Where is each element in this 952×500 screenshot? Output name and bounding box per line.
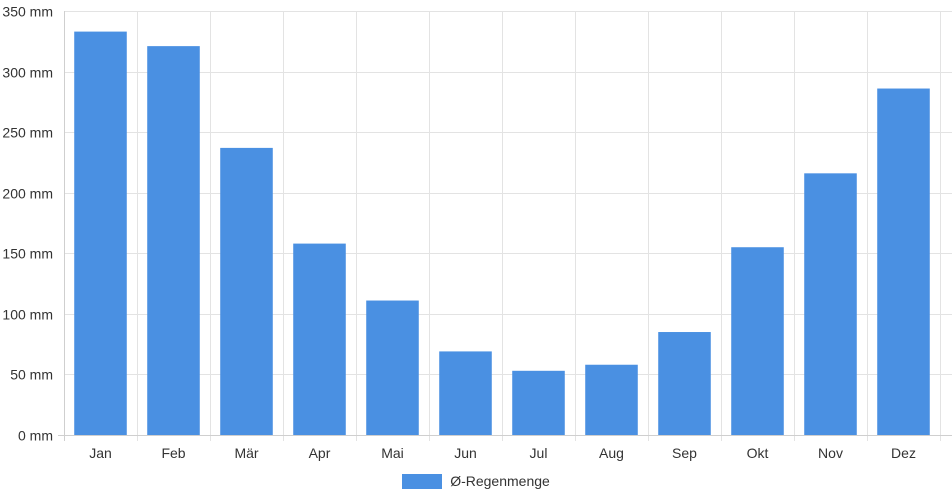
x-tick-label: Jun — [454, 445, 477, 461]
x-tick-label: Okt — [747, 445, 769, 461]
bar-nov[interactable] — [804, 173, 857, 435]
x-tick-label: Dez — [891, 445, 916, 461]
y-tick-label: 250 mm — [2, 125, 53, 141]
bar-mär[interactable] — [220, 147, 273, 436]
y-tick-labels: 0 mm 50 mm 100 mm 150 mm 200 mm 250 mm 300 mm 3… — [2, 4, 53, 444]
bar-okt[interactable] — [731, 247, 784, 435]
bar-mai[interactable] — [366, 300, 419, 435]
x-tick-label: Jan — [89, 445, 112, 461]
y-tick-label: 350 mm — [2, 4, 53, 20]
bar-jul[interactable] — [512, 370, 565, 435]
legend-swatch — [402, 473, 443, 489]
bar-feb[interactable] — [147, 46, 200, 435]
x-tick-label: Feb — [161, 445, 185, 461]
axes — [58, 11, 952, 441]
legend-label: Ø-Regenmenge — [450, 473, 550, 489]
y-tick-label: 0 mm — [18, 428, 53, 444]
x-tick-label: Nov — [818, 445, 843, 461]
bar-sep[interactable] — [658, 332, 711, 435]
x-tick-label: Mai — [381, 445, 404, 461]
y-tick-label: 50 mm — [10, 367, 53, 383]
legend[interactable]: Ø-Regenmenge — [0, 473, 952, 489]
x-tick-label: Aug — [599, 445, 624, 461]
y-tick-label: 300 mm — [2, 65, 53, 81]
grid-lines — [64, 11, 952, 441]
bar-aug[interactable] — [585, 364, 638, 435]
x-tick-label: Sep — [672, 445, 697, 461]
bar-series — [74, 31, 930, 436]
bar-jan[interactable] — [74, 31, 127, 435]
bar-jun[interactable] — [439, 351, 492, 435]
y-tick-label: 200 mm — [2, 186, 53, 202]
bar-dez[interactable] — [877, 88, 930, 435]
x-tick-label: Jul — [530, 445, 548, 461]
x-tick-labels: Jan Feb Mär Apr Mai Jun Jul Aug Sep Okt Nov Dez — [89, 445, 916, 461]
y-tick-label: 100 mm — [2, 307, 53, 323]
x-tick-label: Apr — [309, 445, 331, 461]
x-tick-label: Mär — [234, 445, 258, 461]
y-tick-label: 150 mm — [2, 246, 53, 262]
bar-apr[interactable] — [293, 243, 346, 435]
